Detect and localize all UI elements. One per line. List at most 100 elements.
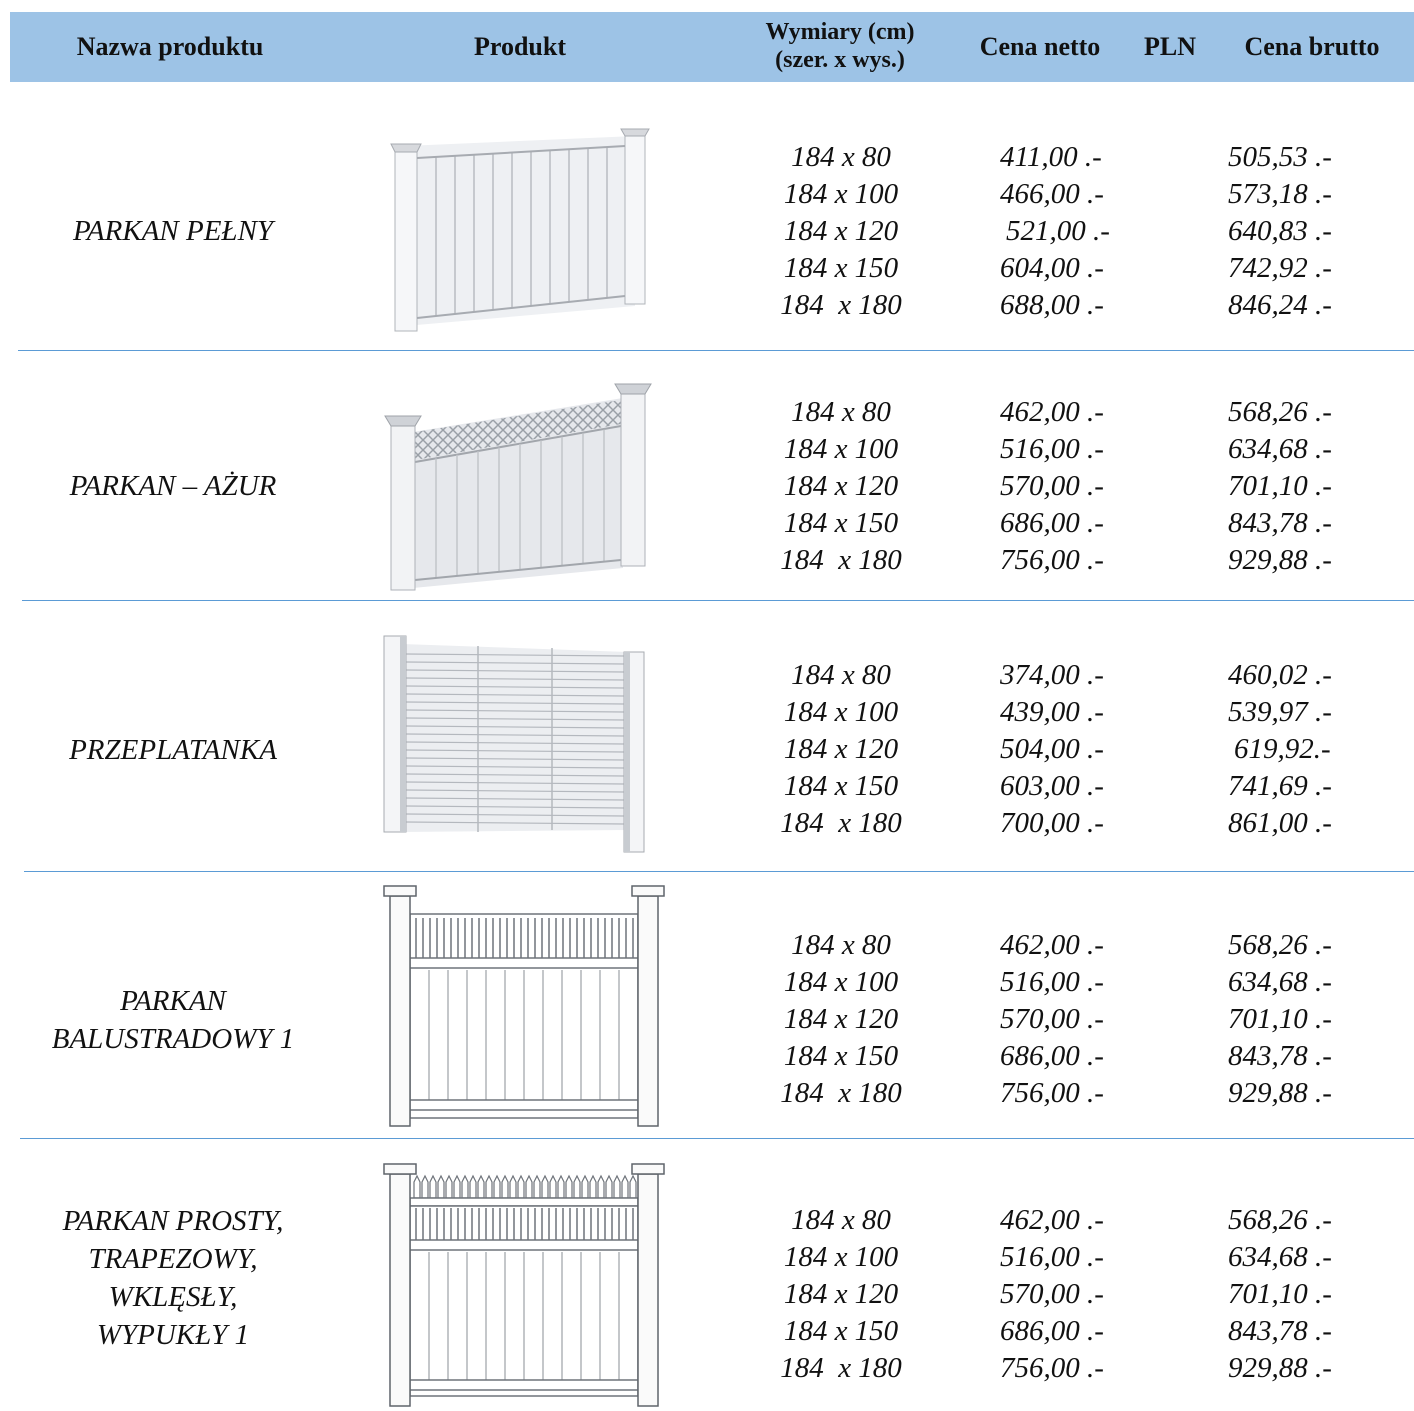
- product-name-line: BALUSTRADOWY 1: [51, 1023, 295, 1055]
- dimension-value: 184 x 120: [783, 1003, 899, 1035]
- gross-price: 460,02 .-: [1228, 659, 1332, 691]
- dimension-value: 184 x 150: [783, 1040, 899, 1072]
- net-price: 411,00 .-: [1000, 141, 1102, 173]
- dimensions-list: 184 x 80 184 x 100 184 x 120 184 x 150 1…: [766, 139, 916, 324]
- fence-image-picket: [383, 1163, 665, 1407]
- dimension-value: 184 x 80: [791, 396, 891, 428]
- product-name-line: PARKAN PROSTY,: [62, 1205, 284, 1237]
- table-header: [10, 12, 1414, 82]
- net-price: 516,00 .-: [1000, 433, 1104, 465]
- gross-price: 701,10 .-: [1228, 470, 1332, 502]
- dimension-value: 184 x 120: [783, 470, 899, 502]
- net-price-list: 462,00 .- 516,00 .- 570,00 .- 686,00 .- …: [1000, 394, 1140, 579]
- net-price: 462,00 .-: [1000, 396, 1104, 428]
- gross-price: 619,92.-: [1234, 733, 1331, 765]
- gross-price: 741,69 .-: [1228, 770, 1332, 802]
- product-name: PARKAN BALUSTRADOWY 1: [18, 982, 328, 1058]
- dimension-value: 184 x 120: [783, 215, 899, 247]
- gross-price: 843,78 .-: [1228, 507, 1332, 539]
- row-divider: [18, 350, 1414, 351]
- net-price: 462,00 .-: [1000, 1204, 1104, 1236]
- dimension-value: 184 x 100: [783, 1241, 899, 1273]
- dimension-value: 184 x 80: [791, 929, 891, 961]
- dimension-value: 184 x 180: [780, 544, 902, 576]
- product-name: PRZEPLATANKA: [69, 734, 277, 766]
- product-name-line: WKLĘSŁY,: [108, 1281, 238, 1313]
- net-price: 516,00 .-: [1000, 1241, 1104, 1273]
- dimensions-list: 184 x 80 184 x 100 184 x 120 184 x 150 1…: [766, 1202, 916, 1387]
- gross-price-list: 568,26 .- 634,68 .- 701,10 .- 843,78 .- …: [1228, 1202, 1368, 1387]
- dimension-value: 184 x 180: [780, 1352, 902, 1384]
- gross-price: 843,78 .-: [1228, 1040, 1332, 1072]
- header-product: Produkt: [474, 32, 566, 61]
- product-name: PARKAN PEŁNY: [72, 215, 274, 247]
- dimension-value: 184 x 150: [783, 770, 899, 802]
- dimension-value: 184 x 120: [783, 1278, 899, 1310]
- net-price-list: 462,00 .- 516,00 .- 570,00 .- 686,00 .- …: [1000, 1202, 1140, 1387]
- gross-price-list: 460,02 .- 539,97 .- 619,92.- 741,69 .- 8…: [1228, 657, 1368, 842]
- gross-price: 568,26 .-: [1228, 1204, 1332, 1236]
- product-name: PARKAN PROSTY, TRAPEZOWY, WKLĘSŁY, WYPUK…: [18, 1202, 328, 1354]
- gross-price: 505,53 .-: [1228, 141, 1332, 173]
- header-dimensions-line2: (szer. x wys.): [775, 47, 905, 73]
- dimension-value: 184 x 180: [780, 807, 902, 839]
- product-name-line: TRAPEZOWY,: [88, 1243, 258, 1275]
- dimension-value: 184 x 100: [783, 178, 899, 210]
- net-price: 686,00 .-: [1000, 1040, 1104, 1072]
- net-price: 439,00 .-: [1000, 696, 1104, 728]
- net-price: 516,00 .-: [1000, 966, 1104, 998]
- gross-price: 573,18 .-: [1228, 178, 1332, 210]
- dimensions-list: 184 x 80 184 x 100 184 x 120 184 x 150 1…: [766, 927, 916, 1112]
- net-price-list: 411,00 .- 466,00 .- 521,00 .- 604,00 .- …: [1000, 139, 1140, 324]
- gross-price: 846,24 .-: [1228, 289, 1332, 321]
- net-price: 756,00 .-: [1000, 544, 1104, 576]
- gross-price: 929,88 .-: [1228, 1352, 1332, 1384]
- net-price: 688,00 .-: [1000, 289, 1104, 321]
- dimension-value: 184 x 150: [783, 1315, 899, 1347]
- gross-price: 701,10 .-: [1228, 1003, 1332, 1035]
- net-price-list: 462,00 .- 516,00 .- 570,00 .- 686,00 .- …: [1000, 927, 1140, 1112]
- fence-image-woven: [383, 635, 645, 853]
- dimension-value: 184 x 100: [783, 696, 899, 728]
- gross-price: 861,00 .-: [1228, 807, 1332, 839]
- header-gross-price: Cena brutto: [1244, 32, 1380, 61]
- gross-price-list: 568,26 .- 634,68 .- 701,10 .- 843,78 .- …: [1228, 394, 1368, 579]
- dimension-value: 184 x 80: [791, 1204, 891, 1236]
- dimension-value: 184 x 150: [783, 507, 899, 539]
- gross-price: 843,78 .-: [1228, 1315, 1332, 1347]
- net-price: 756,00 .-: [1000, 1352, 1104, 1384]
- net-price: 570,00 .-: [1000, 1278, 1104, 1310]
- gross-price: 568,26 .-: [1228, 396, 1332, 428]
- dimension-value: 184 x 100: [783, 433, 899, 465]
- gross-price: 929,88 .-: [1228, 1077, 1332, 1109]
- product-name-line: WYPUKŁY 1: [96, 1319, 250, 1351]
- dimension-value: 184 x 100: [783, 966, 899, 998]
- header-dimensions: Wymiary (cm) (szer. x wys.): [730, 18, 950, 74]
- net-price: 504,00 .-: [1000, 733, 1104, 765]
- net-price: 700,00 .-: [1000, 807, 1104, 839]
- net-price: 466,00 .-: [1000, 178, 1104, 210]
- gross-price: 742,92 .-: [1228, 252, 1332, 284]
- fence-image-lattice: [384, 383, 652, 591]
- dimension-value: 184 x 180: [780, 289, 902, 321]
- product-name: PARKAN – AŻUR: [69, 470, 277, 502]
- dimension-value: 184 x 80: [791, 141, 891, 173]
- dimension-value: 184 x 120: [783, 733, 899, 765]
- gross-price: 929,88 .-: [1228, 544, 1332, 576]
- header-dimensions-line1: Wymiary (cm): [765, 19, 915, 45]
- net-price: 756,00 .-: [1000, 1077, 1104, 1109]
- gross-price: 568,26 .-: [1228, 929, 1332, 961]
- net-price: 686,00 .-: [1000, 1315, 1104, 1347]
- net-price: 462,00 .-: [1000, 929, 1104, 961]
- net-price: 686,00 .-: [1000, 507, 1104, 539]
- gross-price-list: 505,53 .- 573,18 .- 640,83 .- 742,92 .- …: [1228, 139, 1368, 324]
- dimension-value: 184 x 180: [780, 1077, 902, 1109]
- fence-image-balustrade: [383, 885, 665, 1127]
- dimensions-list: 184 x 80 184 x 100 184 x 120 184 x 150 1…: [766, 657, 916, 842]
- gross-price: 634,68 .-: [1228, 966, 1332, 998]
- net-price: 521,00 .-: [1006, 215, 1110, 247]
- net-price: 603,00 .-: [1000, 770, 1104, 802]
- gross-price: 640,83 .-: [1228, 215, 1332, 247]
- net-price-list: 374,00 .- 439,00 .- 504,00 .- 603,00 .- …: [1000, 657, 1140, 842]
- header-net-price: Cena netto: [979, 32, 1101, 61]
